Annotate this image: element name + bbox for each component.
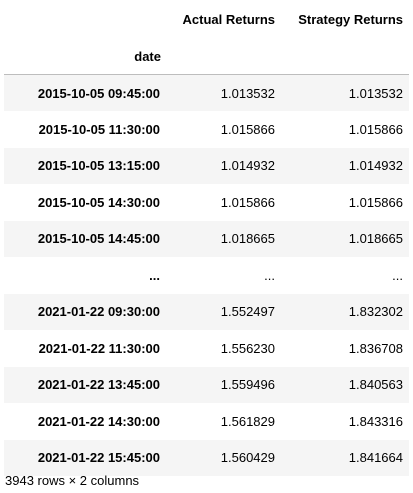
index-column-header <box>4 0 167 38</box>
cell-strategy-returns: 1.840563 <box>348 377 403 393</box>
cell-strategy-returns: 1.014932 <box>348 158 403 174</box>
index-name-spacer <box>167 38 281 75</box>
row-index: 2021-01-22 13:45:00 <box>37 377 160 393</box>
row-index: 2021-01-22 09:30:00 <box>37 304 160 320</box>
row-index: 2021-01-22 14:30:00 <box>37 413 160 429</box>
table-row: 2021-01-22 14:30:00 1.561829 1.843316 <box>4 403 409 440</box>
cell-strategy-returns: 1.015866 <box>348 194 403 210</box>
row-index: 2021-01-22 15:45:00 <box>37 450 160 466</box>
table-row: 2015-10-05 14:30:00 1.015866 1.015866 <box>4 184 409 221</box>
cell-strategy-returns: 1.843316 <box>348 413 403 429</box>
cell-actual-returns: 1.561829 <box>220 413 275 429</box>
cell-strategy-returns: 1.832302 <box>348 304 403 320</box>
cell-strategy-returns: 1.013532 <box>348 85 403 101</box>
cell-actual-returns: 1.013532 <box>220 85 275 101</box>
table-row: 2021-01-22 15:45:00 1.560429 1.841664 <box>4 439 409 476</box>
cell-ellipsis: ... <box>392 267 403 283</box>
cell-actual-returns: 1.556230 <box>220 340 275 356</box>
row-index: 2015-10-05 14:30:00 <box>37 194 160 210</box>
dataframe-table: Actual Returns Strategy Returns date 201… <box>4 0 409 476</box>
row-index: 2015-10-05 11:30:00 <box>38 121 160 137</box>
column-header-strategy-returns: Strategy Returns <box>298 11 403 27</box>
table-row: 2015-10-05 09:45:00 1.013532 1.013532 <box>4 74 409 111</box>
row-index: 2015-10-05 13:15:00 <box>37 158 160 174</box>
cell-actual-returns: 1.015866 <box>220 194 275 210</box>
cell-actual-returns: 1.014932 <box>220 158 275 174</box>
table-row: 2021-01-22 13:45:00 1.559496 1.840563 <box>4 366 409 403</box>
row-index-ellipsis: ... <box>149 267 160 283</box>
index-name-label: date <box>4 38 167 75</box>
cell-strategy-returns: 1.018665 <box>348 231 403 247</box>
cell-ellipsis: ... <box>264 267 275 283</box>
cell-strategy-returns: 1.841664 <box>348 450 403 466</box>
table-header: Actual Returns Strategy Returns date <box>4 0 409 75</box>
column-header-actual-returns: Actual Returns <box>182 11 275 27</box>
cell-strategy-returns: 1.015866 <box>348 121 403 137</box>
cell-actual-returns: 1.560429 <box>220 450 275 466</box>
index-name-spacer <box>281 38 409 75</box>
table-row: 2015-10-05 11:30:00 1.015866 1.015866 <box>4 111 409 148</box>
cell-actual-returns: 1.018665 <box>220 231 275 247</box>
cell-strategy-returns: 1.836708 <box>348 340 403 356</box>
cell-actual-returns: 1.015866 <box>220 121 275 137</box>
index-name-row: date <box>4 38 409 75</box>
cell-actual-returns: 1.559496 <box>220 377 275 393</box>
row-index: 2015-10-05 14:45:00 <box>37 231 160 247</box>
table-row-ellipsis: ... ... ... <box>4 257 409 294</box>
column-header-row: Actual Returns Strategy Returns <box>4 0 409 38</box>
cell-actual-returns: 1.552497 <box>220 304 275 320</box>
row-index: 2021-01-22 11:30:00 <box>38 340 160 356</box>
table-row: 2015-10-05 14:45:00 1.018665 1.018665 <box>4 220 409 257</box>
dataframe-shape-summary: 3943 rows × 2 columns <box>5 473 140 488</box>
table-row: 2021-01-22 09:30:00 1.552497 1.832302 <box>4 293 409 330</box>
table-row: 2021-01-22 11:30:00 1.556230 1.836708 <box>4 330 409 367</box>
row-index: 2015-10-05 09:45:00 <box>37 85 160 101</box>
table-body: 2015-10-05 09:45:00 1.013532 1.013532 20… <box>4 74 409 476</box>
dataframe-output: Actual Returns Strategy Returns date 201… <box>4 0 409 476</box>
table-row: 2015-10-05 13:15:00 1.014932 1.014932 <box>4 147 409 184</box>
